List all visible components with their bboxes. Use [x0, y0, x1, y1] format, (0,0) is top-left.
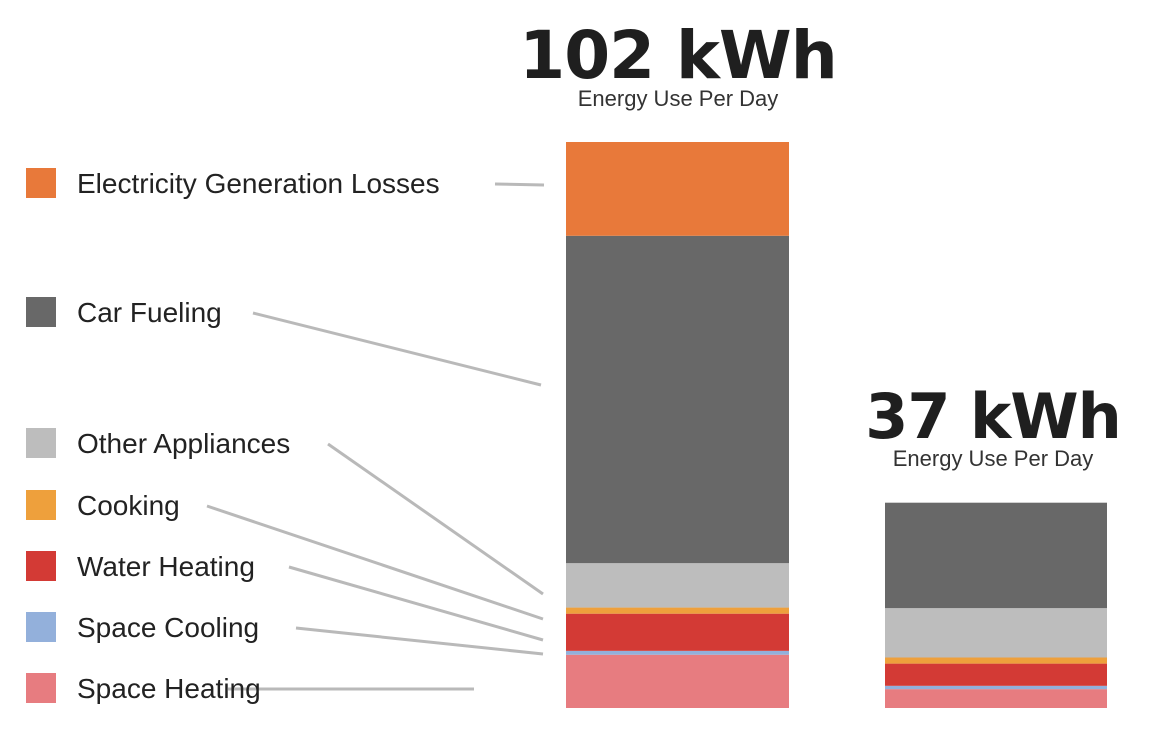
legend-label: Electricity Generation Losses	[77, 168, 440, 199]
bar-2-segment-other-appliances	[885, 608, 1107, 658]
bar-2	[885, 502, 1107, 708]
legend-swatch	[26, 428, 56, 458]
connector-space-cooling	[295, 626, 544, 656]
connector-water-heating	[288, 565, 544, 642]
bar-2-subtitle: Energy Use Per Day	[893, 446, 1094, 471]
legend-connector-lines	[206, 182, 545, 691]
legend-item-car-fueling: Car Fueling	[26, 297, 222, 328]
legend-label: Space Cooling	[77, 612, 259, 643]
legend-swatch	[26, 551, 56, 581]
legend-swatch	[26, 297, 56, 327]
legend-item-water-heating: Water Heating	[26, 551, 255, 582]
bar-1-total-label: 102 kWh	[519, 17, 836, 94]
bar-1-segment-other-appliances	[566, 563, 789, 608]
legend-item-electricity-generation-losses: Electricity Generation Losses	[26, 168, 440, 199]
bar-2-total-label: 37 kWh	[865, 380, 1121, 453]
legend-swatch	[26, 673, 56, 703]
legend: Electricity Generation Losses Car Fueling…	[26, 168, 440, 704]
bar-1-segment-car-fueling	[566, 235, 789, 564]
bar-1-segment-cooking	[566, 607, 789, 614]
legend-label: Other Appliances	[77, 428, 290, 459]
bar-2-segment-space-heating	[885, 689, 1107, 708]
legend-item-space-heating: Space Heating	[26, 673, 261, 704]
connector-electricity-generation-losses	[494, 182, 545, 187]
bar-1	[566, 142, 789, 708]
legend-swatch	[26, 490, 56, 520]
bar-2-segment-cooking	[885, 657, 1107, 664]
legend-swatch	[26, 612, 56, 642]
bar-2-segment-water-heating	[885, 663, 1107, 686]
legend-swatch	[26, 168, 56, 198]
bar-1-segment-space-heating	[566, 654, 789, 708]
legend-label: Car Fueling	[77, 297, 222, 328]
stacked-bars	[566, 142, 1107, 708]
bar-2-segment-car-fueling	[885, 502, 1107, 609]
connector-car-fueling	[252, 311, 542, 387]
legend-label: Space Heating	[77, 673, 261, 704]
bar-1-segment-water-heating	[566, 613, 789, 651]
legend-item-space-cooling: Space Cooling	[26, 612, 259, 643]
legend-item-other-appliances: Other Appliances	[26, 428, 290, 459]
bar-1-segment-electricity-generation-losses	[566, 142, 789, 236]
bar-1-segment-space-cooling	[566, 650, 789, 655]
connector-other-appliances	[327, 442, 544, 596]
legend-label: Cooking	[77, 490, 180, 521]
bar-1-subtitle: Energy Use Per Day	[578, 86, 779, 111]
legend-item-cooking: Cooking	[26, 490, 180, 521]
connector-cooking	[206, 504, 544, 621]
legend-label: Water Heating	[77, 551, 255, 582]
bar-2-segment-space-cooling	[885, 685, 1107, 690]
